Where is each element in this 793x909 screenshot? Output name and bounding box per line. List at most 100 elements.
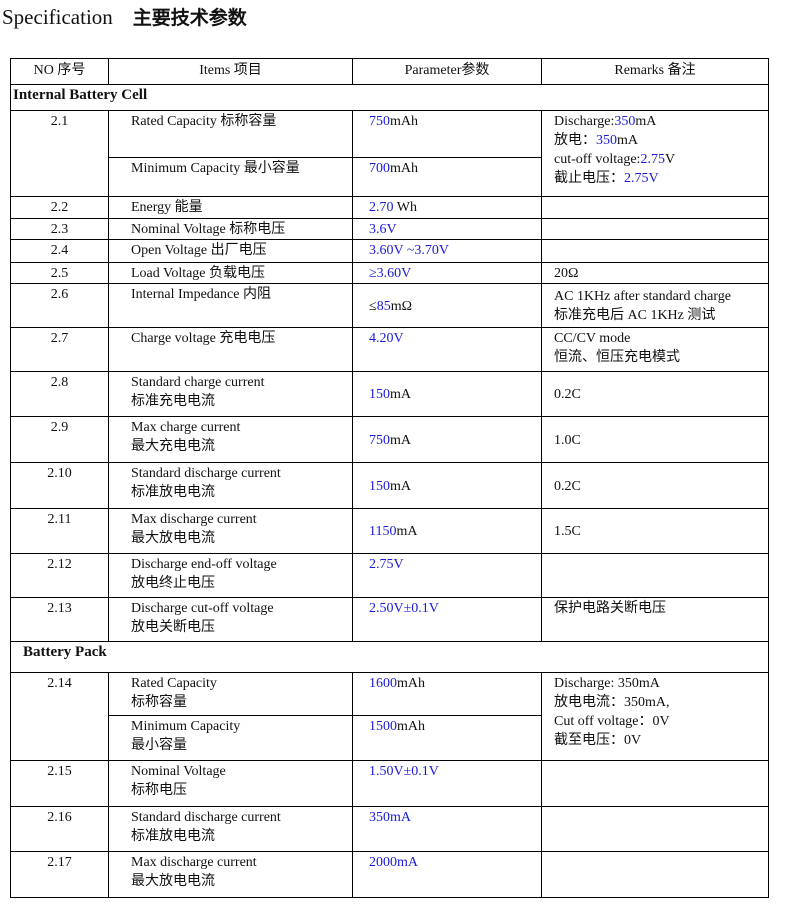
item-cell: Max discharge current 最大放电电流	[108, 851, 353, 898]
parameter-text: 1150	[369, 524, 397, 539]
remarks-cell: 20Ω	[541, 262, 769, 284]
parameter-text: Wh	[393, 200, 417, 215]
remarks-line: 截至电压：0V	[554, 731, 768, 750]
item-line: Standard discharge current	[131, 466, 281, 481]
item-cell: Standard discharge current 标准放电电流	[108, 806, 353, 852]
parameter-text: mA	[396, 524, 418, 539]
remarks-text: 截至电压：0V	[554, 733, 642, 748]
remarks-cell	[541, 760, 769, 807]
table-row: 2.10 Standard discharge current 标准放电电流 150m…	[10, 462, 769, 509]
remarks-text: 350	[614, 114, 636, 129]
table-row: Minimum Capacity 最小容量 700mAh	[11, 157, 769, 197]
parameter-text: ≥3.60V	[369, 266, 412, 281]
table-row: 2.5 Load Voltage 负载电压 ≥3.60V 20Ω	[10, 262, 769, 284]
item-cell: Max charge current 最大充电电流	[108, 416, 353, 463]
remarks-text: 恒流、恒压充电模式	[554, 350, 680, 365]
parameter-line: 1500mAh	[369, 717, 541, 736]
parameter-text: mΩ	[390, 298, 412, 314]
parameter-line: 150mA	[369, 477, 541, 496]
remarks-text: Discharge: 350mA	[554, 676, 660, 691]
remarks-text: 20Ω	[554, 266, 579, 281]
parameter-text: 3.6V	[369, 222, 397, 237]
remarks-text: 标准充电后 AC 1KHz 测试	[554, 308, 716, 323]
column-header: Remarks 备注	[541, 58, 769, 85]
parameter-cell: 2000mA	[352, 851, 542, 898]
item-cell: Nominal Voltage 标称电压	[108, 760, 353, 807]
parameter-text: 2.50V±0.1V	[369, 601, 439, 616]
row-number: 2.11	[10, 508, 109, 554]
remarks-text: 保护电路关断电压	[554, 601, 666, 616]
item-line: Discharge cut-off voltage	[131, 601, 274, 616]
remarks-cell	[541, 218, 769, 240]
page-title: Specification 主要技术参数	[2, 3, 247, 30]
parameter-cell: ≤85mΩ	[352, 283, 542, 328]
remarks-cell	[541, 239, 769, 263]
row-number: 2.15	[10, 760, 109, 807]
remarks-text: Discharge:	[554, 114, 615, 129]
row-number: 2.6	[10, 283, 109, 328]
parameter-line: 1600mAh	[369, 674, 541, 693]
item-line: Internal Impedance 内阻	[131, 287, 271, 302]
table-row: 2.12 Discharge end-off voltage 放电终止电压 2.75V	[10, 553, 769, 598]
parameter-text: mAh	[397, 676, 425, 691]
table-row: 2.3 Nominal Voltage 标称电压 3.6V	[10, 218, 769, 240]
row-number: 2.9	[10, 416, 109, 463]
item-line: Open Voltage 出厂电压	[131, 243, 267, 258]
table-row: 2.7 Charge voltage 充电电压 4.20V CC/CV mode 恒流、…	[10, 327, 769, 372]
parameter-text: 1500	[369, 719, 397, 734]
remarks-cell	[541, 553, 769, 598]
parameter-line: 2.75V	[369, 555, 541, 574]
remarks-cell: CC/CV mode 恒流、恒压充电模式	[541, 327, 769, 372]
remarks-line: 放电电流：350mA,	[554, 693, 768, 712]
remarks-line: 保护电路关断电压	[554, 599, 768, 618]
item-line: Max discharge current	[131, 512, 257, 527]
parameter-text: mA	[390, 478, 411, 494]
remarks-text: Cut off voltage：0V	[554, 714, 670, 729]
parameter-cell: 2.50V±0.1V	[352, 597, 542, 642]
parameter-cell: 1150mA	[352, 508, 542, 554]
parameter-text: 3.60V ~3.70V	[369, 243, 450, 258]
parameter-cell: 1500mAh	[352, 715, 542, 761]
parameter-text: 85	[376, 298, 391, 314]
item-line: 最大放电电流	[131, 874, 215, 889]
item-cell: Energy 能量	[108, 196, 353, 219]
parameter-text: ≤	[369, 298, 377, 314]
item-cell: Rated Capacity 标称容量	[108, 672, 353, 716]
remarks-text: 放电：	[554, 133, 596, 148]
row-number: 2.12	[10, 553, 109, 598]
item-cell: Rated Capacity 标称容量	[108, 110, 353, 158]
remarks-text: V	[664, 152, 676, 167]
parameter-text: 4.20V	[369, 331, 404, 346]
parameter-cell: 150mA	[352, 462, 542, 509]
item-line: Discharge end-off voltage	[131, 557, 277, 572]
remarks-line: Cut off voltage：0V	[554, 712, 768, 731]
item-cell: Open Voltage 出厂电压	[108, 239, 353, 263]
parameter-line: 1150mA	[369, 522, 541, 541]
table-row: 2.16 Standard discharge current 标准放电电流 350m…	[10, 806, 769, 852]
parameter-cell: 1600mAh	[352, 672, 542, 716]
item-line: 标准放电电流	[131, 829, 215, 844]
parameter-cell: 2.70 Wh	[352, 196, 542, 219]
parameter-text: 150	[369, 478, 390, 494]
item-cell: Max discharge current 最大放电电流	[108, 508, 353, 554]
parameter-line: 4.20V	[369, 329, 541, 348]
remarks-line: cut-off voltage:2.75V	[554, 150, 768, 169]
table-row: 2.9 Max charge current 最大充电电流 750mA 1.0C	[10, 416, 769, 463]
table-row: 2.2 Energy 能量 2.70 Wh	[10, 196, 769, 219]
parameter-text: 2.70	[369, 200, 394, 215]
remarks-text: mA	[617, 133, 638, 148]
item-cell: Standard discharge current 标准放电电流	[108, 462, 353, 509]
remarks-line: 标准充电后 AC 1KHz 测试	[554, 306, 768, 325]
remarks-text: 2.75	[640, 152, 665, 167]
parameter-text: mA	[390, 432, 411, 448]
item-cell: Discharge cut-off voltage 放电关断电压	[108, 597, 353, 642]
remarks-text: cut-off voltage:	[554, 152, 641, 167]
title-en: Specification	[2, 5, 113, 29]
item-line: 放电终止电压	[131, 576, 215, 591]
parameter-text: 750	[369, 432, 390, 448]
parameter-line: 150mA	[369, 385, 541, 404]
table-row: 2.14 Rated Capacity 标称容量 1600mAh Discharge: …	[10, 672, 769, 761]
parameter-cell: ≥3.60V	[352, 262, 542, 284]
parameter-text: 2000mA	[369, 855, 418, 870]
parameter-cell: 750mAh	[352, 110, 542, 158]
